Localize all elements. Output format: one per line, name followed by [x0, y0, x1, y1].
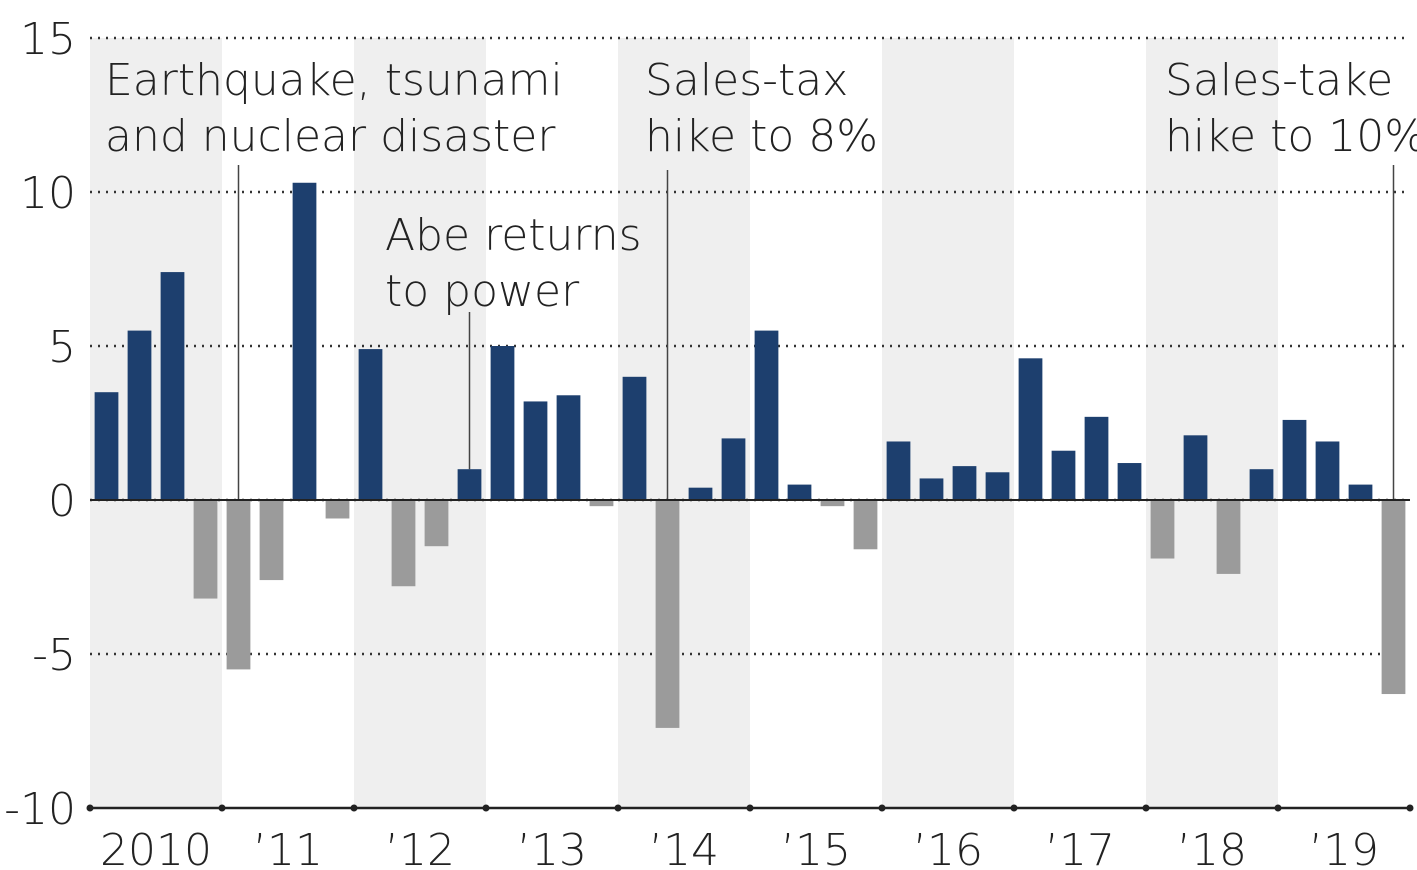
axis-dot	[1406, 804, 1414, 812]
axis-dot	[614, 804, 622, 812]
x-tick-label: ’16	[913, 825, 983, 870]
bar	[1084, 416, 1109, 500]
bar	[424, 500, 449, 547]
bar	[589, 500, 614, 507]
bar	[1051, 450, 1076, 500]
x-tick-label: ’12	[385, 825, 455, 870]
annotation: and nuclear disaster	[105, 111, 556, 162]
bar	[259, 500, 284, 581]
bar	[94, 392, 119, 500]
bar	[985, 472, 1010, 500]
axis-dot	[350, 804, 358, 812]
y-tick-label: 5	[48, 322, 76, 373]
bar	[754, 330, 779, 500]
annotation: hike to 8%	[645, 111, 878, 162]
bar	[1348, 484, 1373, 500]
bar	[919, 478, 944, 500]
bar	[556, 395, 581, 500]
bar	[490, 346, 515, 500]
annotation: to power	[385, 266, 580, 317]
bar	[1150, 500, 1175, 559]
y-tick-label: 10	[20, 168, 76, 219]
axis-dot	[1142, 804, 1150, 812]
bar	[886, 441, 911, 500]
bar	[358, 349, 383, 500]
x-tick-label: 2010	[100, 825, 212, 870]
annotation: Sales-take	[1165, 55, 1393, 106]
annotation: Sales-tax	[645, 55, 848, 106]
y-tick-label: 0	[48, 476, 76, 527]
bar	[1018, 358, 1043, 500]
axis-dot	[746, 804, 754, 812]
bar	[1183, 435, 1208, 500]
bar	[226, 500, 251, 670]
bar	[820, 500, 845, 507]
bar	[1249, 469, 1274, 500]
x-tick-label: ’18	[1177, 825, 1247, 870]
bar	[1381, 500, 1406, 695]
annotation: hike to 10%	[1165, 111, 1417, 162]
bar	[292, 182, 317, 500]
bar	[160, 272, 185, 500]
bar	[1315, 441, 1340, 500]
x-tick-label: ’11	[253, 825, 323, 870]
annotation: Abe returns	[385, 210, 642, 261]
year-band	[882, 38, 1014, 808]
bar	[1282, 419, 1307, 500]
axis-dot	[86, 804, 94, 812]
year-band	[1146, 38, 1278, 808]
bar	[193, 500, 218, 599]
bar	[1216, 500, 1241, 574]
axis-dot	[878, 804, 886, 812]
axis-dot	[1010, 804, 1018, 812]
x-tick-label: ’15	[781, 825, 851, 870]
axis-dot	[218, 804, 226, 812]
y-tick-label: -10	[4, 784, 76, 835]
bar	[787, 484, 812, 500]
bar	[952, 466, 977, 500]
y-tick-label: 15	[20, 14, 76, 65]
bar	[853, 500, 878, 550]
bar	[325, 500, 350, 519]
bar	[655, 500, 680, 728]
bar	[391, 500, 416, 587]
annotation: Earthquake, tsunami	[105, 55, 563, 106]
x-tick-label: ’14	[649, 825, 719, 870]
bar	[721, 438, 746, 500]
axis-dot	[482, 804, 490, 812]
x-tick-label: ’19	[1309, 825, 1379, 870]
bar	[457, 469, 482, 500]
bar	[523, 401, 548, 500]
bar	[688, 487, 713, 500]
bar	[127, 330, 152, 500]
bar	[1117, 463, 1142, 500]
x-tick-label: ’17	[1045, 825, 1115, 870]
y-tick-label: -5	[32, 630, 76, 681]
axis-dot	[1274, 804, 1282, 812]
bar	[622, 376, 647, 500]
x-tick-label: ’13	[517, 825, 587, 870]
